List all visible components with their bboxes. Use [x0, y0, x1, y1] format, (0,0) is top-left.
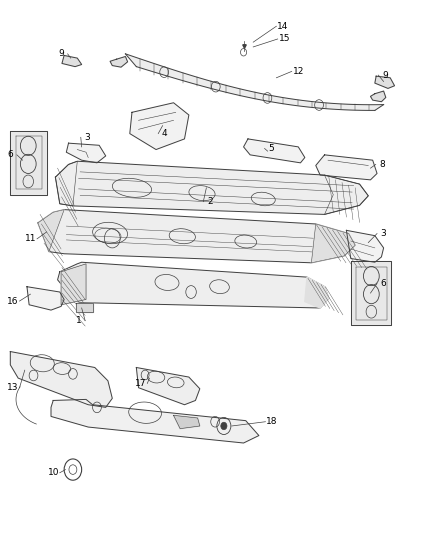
Text: 11: 11 — [25, 235, 36, 244]
Polygon shape — [130, 103, 188, 150]
Polygon shape — [11, 131, 46, 195]
Polygon shape — [350, 261, 391, 325]
Polygon shape — [62, 55, 81, 67]
Circle shape — [220, 422, 226, 430]
Polygon shape — [136, 368, 199, 405]
Text: 16: 16 — [7, 296, 19, 305]
Text: 14: 14 — [277, 22, 288, 31]
Text: 9: 9 — [381, 70, 387, 79]
Polygon shape — [27, 287, 64, 310]
Text: 1: 1 — [75, 316, 81, 325]
Text: 4: 4 — [162, 129, 167, 138]
Polygon shape — [374, 76, 394, 88]
Polygon shape — [315, 155, 376, 180]
Polygon shape — [346, 230, 383, 262]
Text: 17: 17 — [134, 379, 146, 388]
Text: 6: 6 — [380, 279, 385, 288]
Polygon shape — [304, 277, 328, 308]
Polygon shape — [311, 224, 354, 263]
Text: 3: 3 — [380, 229, 385, 238]
Polygon shape — [125, 54, 383, 110]
Polygon shape — [66, 143, 106, 163]
Polygon shape — [55, 161, 367, 214]
Polygon shape — [38, 209, 354, 263]
Text: 2: 2 — [207, 197, 212, 206]
Polygon shape — [76, 303, 92, 312]
Text: 3: 3 — [84, 133, 90, 142]
Polygon shape — [243, 139, 304, 163]
Text: 5: 5 — [268, 144, 273, 153]
Text: 15: 15 — [278, 35, 290, 44]
Text: 10: 10 — [47, 469, 59, 477]
Polygon shape — [61, 264, 86, 305]
Polygon shape — [173, 415, 199, 429]
Polygon shape — [11, 352, 112, 407]
Text: 12: 12 — [292, 67, 303, 76]
Text: 6: 6 — [7, 150, 13, 159]
Polygon shape — [57, 262, 328, 308]
Text: 9: 9 — [58, 50, 64, 58]
Text: 8: 8 — [378, 160, 384, 169]
Text: 18: 18 — [266, 417, 277, 426]
Polygon shape — [370, 91, 385, 102]
Text: 13: 13 — [7, 383, 19, 392]
Polygon shape — [110, 56, 127, 67]
Polygon shape — [51, 399, 258, 443]
Polygon shape — [38, 209, 64, 252]
